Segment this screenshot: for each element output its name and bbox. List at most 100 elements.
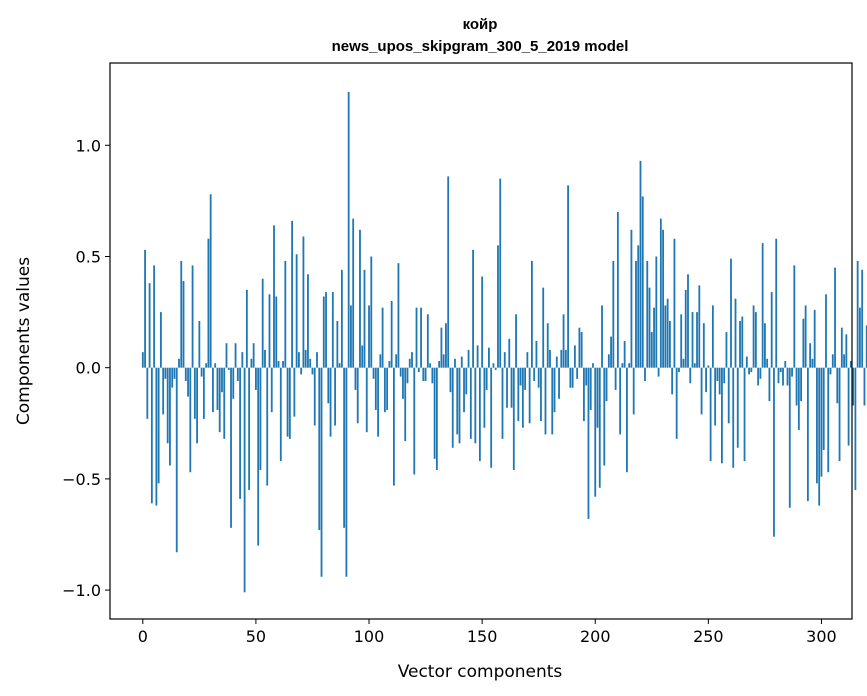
bar-component-67: [293, 367, 296, 417]
bar-component-253: [714, 367, 717, 426]
bar-component-53: [261, 278, 264, 368]
bar-component-315: [854, 367, 857, 491]
bar-component-157: [497, 245, 499, 368]
bar-component-136: [449, 367, 452, 393]
bar-component-201: [596, 367, 599, 428]
bar-component-130: [435, 367, 438, 470]
bar-component-246: [698, 285, 701, 368]
bar-component-217: [632, 367, 635, 415]
bar-component-226: [653, 307, 655, 368]
bar-component-98: [363, 269, 366, 368]
bar-component-4: [150, 367, 153, 504]
bar-component-74: [309, 358, 312, 368]
bar-component-250: [707, 365, 710, 368]
bar-series: [141, 91, 867, 593]
bar-component-102: [372, 367, 375, 379]
bar-component-239: [682, 358, 685, 368]
bar-component-279: [773, 367, 775, 537]
bar-component-218: [635, 260, 637, 368]
bar-component-164: [512, 367, 515, 470]
bar-component-52: [259, 367, 262, 470]
bar-component-42: [236, 367, 239, 382]
bar-component-209: [614, 367, 617, 390]
bar-component-185: [560, 349, 563, 368]
bar-component-140: [458, 367, 461, 444]
bar-component-168: [521, 367, 524, 428]
chart-subtitle: news_upos_skipgram_300_5_2019 model: [332, 38, 629, 55]
bar-component-299: [818, 367, 821, 506]
bar-component-281: [777, 367, 780, 384]
bar-component-68: [295, 254, 298, 368]
bar-component-30: [209, 194, 212, 368]
plot-area-frame: [109, 62, 853, 620]
bar-component-257: [723, 367, 726, 384]
bar-component-223: [646, 260, 649, 368]
bar-component-234: [671, 367, 674, 395]
bar-component-51: [257, 367, 260, 546]
bar-component-137: [451, 367, 454, 448]
bar-component-41: [234, 343, 237, 368]
bar-component-26: [200, 367, 203, 377]
bar-component-39: [230, 367, 232, 528]
bar-component-159: [501, 367, 504, 439]
bar-component-103: [374, 367, 377, 410]
bar-component-167: [519, 367, 522, 386]
bar-component-89: [343, 367, 346, 528]
bar-component-213: [623, 341, 626, 368]
bar-component-183: [555, 356, 558, 368]
bar-component-44: [241, 352, 244, 368]
bar-component-32: [214, 363, 217, 368]
bar-component-165: [515, 314, 517, 368]
bar-component-318: [861, 269, 864, 368]
bar-component-22: [191, 265, 194, 368]
bar-component-43: [239, 367, 241, 499]
bar-component-150: [481, 276, 484, 368]
bar-component-255: [718, 367, 721, 395]
bar-component-82: [327, 367, 330, 404]
bar-component-120: [413, 367, 416, 475]
bar-component-70: [300, 367, 303, 375]
bar-component-135: [447, 176, 450, 368]
x-tick-label: 250: [693, 627, 724, 646]
bar-component-271: [754, 312, 757, 368]
bar-component-63: [284, 260, 287, 368]
bar-component-151: [483, 367, 486, 428]
bar-component-169: [524, 367, 527, 390]
bar-component-266: [743, 367, 746, 462]
y-tick-label: −1.0: [62, 581, 101, 600]
bar-component-129: [433, 367, 436, 459]
bar-component-76: [313, 367, 316, 426]
bar-component-306: [834, 267, 836, 368]
bar-component-289: [795, 367, 798, 406]
bar-component-114: [399, 367, 402, 377]
bar-component-190: [571, 367, 574, 388]
bar-component-245: [696, 312, 698, 368]
bar-component-128: [431, 367, 434, 384]
bar-component-78: [318, 367, 321, 531]
bar-component-50: [255, 367, 257, 390]
bar-component-192: [576, 367, 579, 379]
bar-component-3: [148, 283, 151, 368]
bar-component-236: [675, 367, 678, 439]
bar-component-54: [264, 349, 266, 368]
bar-component-73: [307, 274, 309, 368]
bar-component-312: [847, 367, 850, 446]
bar-component-188: [567, 185, 569, 368]
bar-component-21: [189, 367, 192, 473]
bar-component-278: [770, 292, 773, 368]
bar-component-293: [804, 305, 807, 368]
bar-component-317: [859, 307, 861, 368]
bar-component-104: [377, 367, 379, 437]
bar-component-56: [268, 294, 271, 368]
bar-component-143: [465, 367, 468, 395]
bar-component-272: [757, 367, 760, 386]
bar-component-311: [845, 334, 848, 368]
bar-component-45: [243, 367, 246, 593]
bar-component-117: [406, 367, 409, 384]
bar-component-160: [503, 352, 506, 368]
bar-component-254: [716, 367, 719, 382]
x-tick-label: 200: [580, 627, 611, 646]
bar-component-111: [393, 367, 395, 486]
bar-component-285: [786, 367, 789, 386]
